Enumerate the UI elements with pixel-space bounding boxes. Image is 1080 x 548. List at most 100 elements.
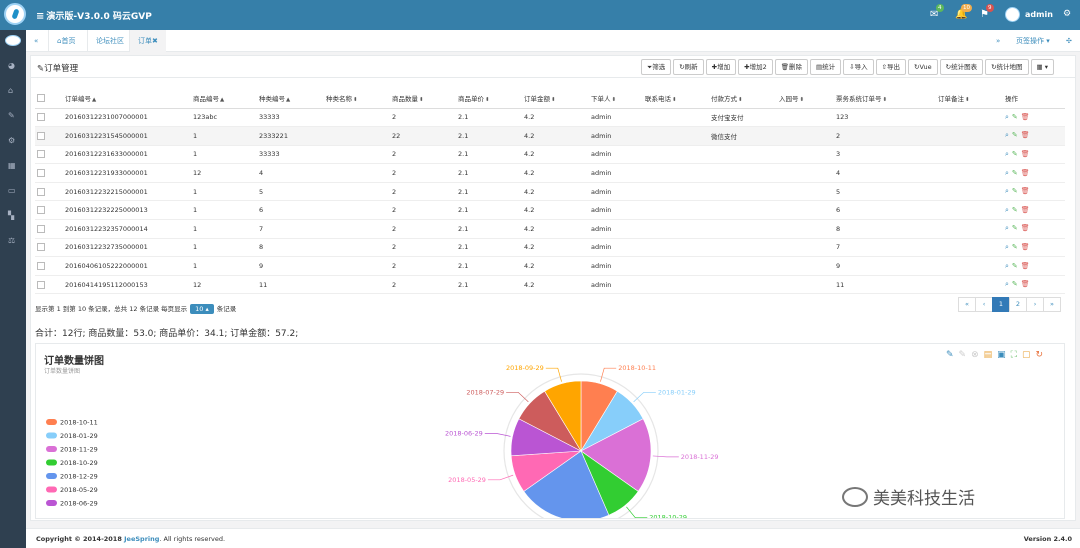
stats-chart-button[interactable]: ↻统计图表	[939, 59, 984, 75]
edit-icon[interactable]: ✎	[1011, 224, 1018, 233]
page-button[interactable]: »	[1043, 297, 1061, 312]
delete-icon[interactable]: 🗑	[1020, 261, 1030, 270]
table-cell[interactable]: 20160312232215000001	[63, 182, 191, 202]
edit-icon[interactable]: ✎	[1011, 280, 1018, 289]
table-row[interactable]: 20160414195112000153 12 11 2 2.1 4.2 admin 11 ⌕ ✎…	[35, 275, 1065, 295]
col-quantity[interactable]: 商品数量⬍	[390, 88, 456, 109]
bell-icon[interactable]: 🔔 10	[955, 4, 972, 20]
view-icon[interactable]: ⌕	[1005, 224, 1009, 233]
table-cell[interactable]: 20160312231633000001	[63, 145, 191, 165]
flag-icon[interactable]: ⚑ 9	[980, 4, 994, 20]
table-row[interactable]: 2016031223100700000​1 123abc 33333 2 2.1 4.2 a…	[35, 108, 1065, 128]
app-title[interactable]: ≡ 演示版-V3.0.0 码云GVP	[36, 11, 152, 22]
delete-icon[interactable]: 🗑	[1020, 242, 1030, 251]
legend-label[interactable]: 2018-12-29	[60, 473, 98, 481]
sidebar-item-home-icon[interactable]: ⌂	[8, 86, 14, 95]
refresh-button[interactable]: ↻刷新	[673, 59, 704, 75]
legend-swatch[interactable]	[46, 486, 57, 493]
page-size-select[interactable]: 10 ▴	[190, 304, 214, 314]
delete-icon[interactable]: 🗑	[1020, 224, 1030, 233]
delete-icon[interactable]: 🗑	[1020, 112, 1030, 121]
row-checkbox[interactable]	[35, 126, 63, 146]
col-phone[interactable]: 联系电话⬍	[643, 88, 709, 109]
col-type-no[interactable]: 种类编号▲	[257, 88, 324, 109]
data-view-icon[interactable]: ▤	[983, 350, 993, 360]
tabs-scroll-left-icon[interactable]: «	[34, 37, 39, 45]
page-button[interactable]: 2	[1009, 297, 1027, 312]
table-row[interactable]: 20160312232735000001 1 8 2 2.1 4.2 admin 7 ⌕ ✎ 🗑	[35, 238, 1065, 258]
row-checkbox[interactable]	[35, 182, 63, 202]
page-ops-dropdown[interactable]: 页签操作 ▾	[1016, 37, 1050, 45]
filter-button[interactable]: ⏷筛选	[641, 59, 672, 75]
delete-icon[interactable]: 🗑	[1020, 280, 1030, 289]
col-amount[interactable]: 订单金额⬍	[522, 88, 589, 109]
table-row[interactable]: 20160312232357000014 1 7 2 2.1 4.2 admin 8 ⌕ ✎ 🗑	[35, 219, 1065, 239]
import-button[interactable]: ⇩导入	[843, 59, 874, 75]
edit-icon[interactable]: ✎	[1011, 168, 1018, 177]
col-unit-price[interactable]: 商品单价⬍	[456, 88, 522, 109]
table-cell[interactable]: 20160312231933000001	[63, 163, 191, 183]
table-cell[interactable]: 20160312232357000014	[63, 219, 191, 239]
view-icon[interactable]: ⌕	[1005, 131, 1009, 140]
row-checkbox[interactable]	[35, 256, 63, 276]
legend-label[interactable]: 2018-06-29	[60, 500, 98, 508]
zoom-icon[interactable]: ▢	[1021, 350, 1031, 360]
view-icon[interactable]: ⌕	[1005, 112, 1009, 121]
row-checkbox[interactable]	[35, 200, 63, 221]
table-cell[interactable]: 20160312232735000001	[63, 238, 191, 258]
save-image-icon[interactable]: ▣	[997, 350, 1006, 360]
legend-swatch[interactable]	[46, 459, 57, 466]
legend-label[interactable]: 2018-05-29	[60, 486, 98, 494]
user-avatar[interactable]	[1005, 7, 1020, 22]
edit-icon[interactable]: ✎	[1011, 131, 1018, 140]
stats-button[interactable]: ▤统计	[809, 59, 842, 75]
view-icon[interactable]: ⌕	[1005, 242, 1009, 251]
legend-label[interactable]: 2018-11-29	[60, 446, 98, 454]
sidebar-item-grid-icon[interactable]: ▦	[8, 161, 16, 170]
legend-swatch[interactable]	[46, 446, 57, 452]
edit-icon[interactable]: ✎	[1011, 205, 1018, 214]
view-icon[interactable]: ⌕	[1005, 280, 1009, 289]
col-remark[interactable]: 订单备注⬍	[936, 88, 1003, 109]
app-logo[interactable]	[4, 3, 26, 25]
row-checkbox[interactable]	[35, 238, 63, 258]
col-entry-no[interactable]: 入园号⬍	[777, 88, 834, 109]
table-row[interactable]: 20160312232225000013 1 6 2 2.1 4.2 admin 6 ⌕ ✎ 🗑	[35, 200, 1065, 221]
row-checkbox[interactable]	[35, 275, 63, 295]
delete-icon[interactable]: 🗑	[1020, 168, 1030, 177]
row-checkbox[interactable]	[35, 219, 63, 239]
mark-clear-icon[interactable]: ⊗	[971, 350, 979, 360]
sidebar-item-edit-icon[interactable]: ✎	[8, 111, 15, 120]
edit-icon[interactable]: ✎	[1011, 112, 1018, 121]
page-button[interactable]: 1	[992, 297, 1010, 312]
delete-icon[interactable]: 🗑	[1020, 131, 1030, 140]
sidebar-item-settings-icon[interactable]: ⚙	[8, 136, 16, 145]
sidebar-item-monitor-icon[interactable]: ▭	[8, 186, 16, 195]
table-row[interactable]: 20160312231633000001 1 33333 2 2.1 4.2 admin 3 ⌕…	[35, 145, 1065, 165]
table-cell[interactable]: 20160312232225000013	[63, 200, 191, 221]
col-type-name[interactable]: 种类名称⬍	[324, 88, 390, 109]
table-row[interactable]: 20160312232215000001 1 5 2 2.1 4.2 admin 5 ⌕ ✎ 🗑	[35, 182, 1065, 202]
page-button[interactable]: ›	[1026, 297, 1044, 312]
tab-orders[interactable]: 订单✖	[129, 30, 166, 52]
export-button[interactable]: ⇧导出	[875, 59, 907, 75]
sidebar-avatar[interactable]	[5, 35, 21, 46]
sidebar-item-dashboard-icon[interactable]: ◕	[8, 61, 15, 70]
user-name[interactable]: admin	[1025, 10, 1053, 19]
table-cell[interactable]: 20160414195112000153	[63, 275, 191, 295]
delete-icon[interactable]: 🗑	[1020, 149, 1030, 158]
table-row[interactable]: 20160406105222000001 1 9 2 2.1 4.2 admin 9 ⌕ ✎ 🗑	[35, 256, 1065, 276]
table-cell[interactable]: 20160406105222000001	[63, 256, 191, 276]
delete-icon[interactable]: 🗑	[1020, 187, 1030, 196]
legend-label[interactable]: 2018-10-29	[60, 459, 98, 467]
fullscreen-icon[interactable]: ✣	[1066, 37, 1072, 45]
legend-swatch[interactable]	[46, 473, 57, 479]
mark-icon[interactable]: ✎	[946, 350, 954, 360]
mark-undo-icon[interactable]: ✎	[958, 350, 967, 360]
legend-swatch[interactable]	[46, 419, 57, 425]
row-checkbox[interactable]	[35, 145, 63, 165]
table-row[interactable]: 20160312231545000001 1 2333221 22 2.1 4.2 admi…	[35, 126, 1065, 146]
restore-icon[interactable]: ⛶	[1010, 350, 1017, 360]
add-button[interactable]: ✚增加	[705, 59, 737, 75]
table-cell[interactable]: 20160312231545000001	[63, 126, 191, 146]
